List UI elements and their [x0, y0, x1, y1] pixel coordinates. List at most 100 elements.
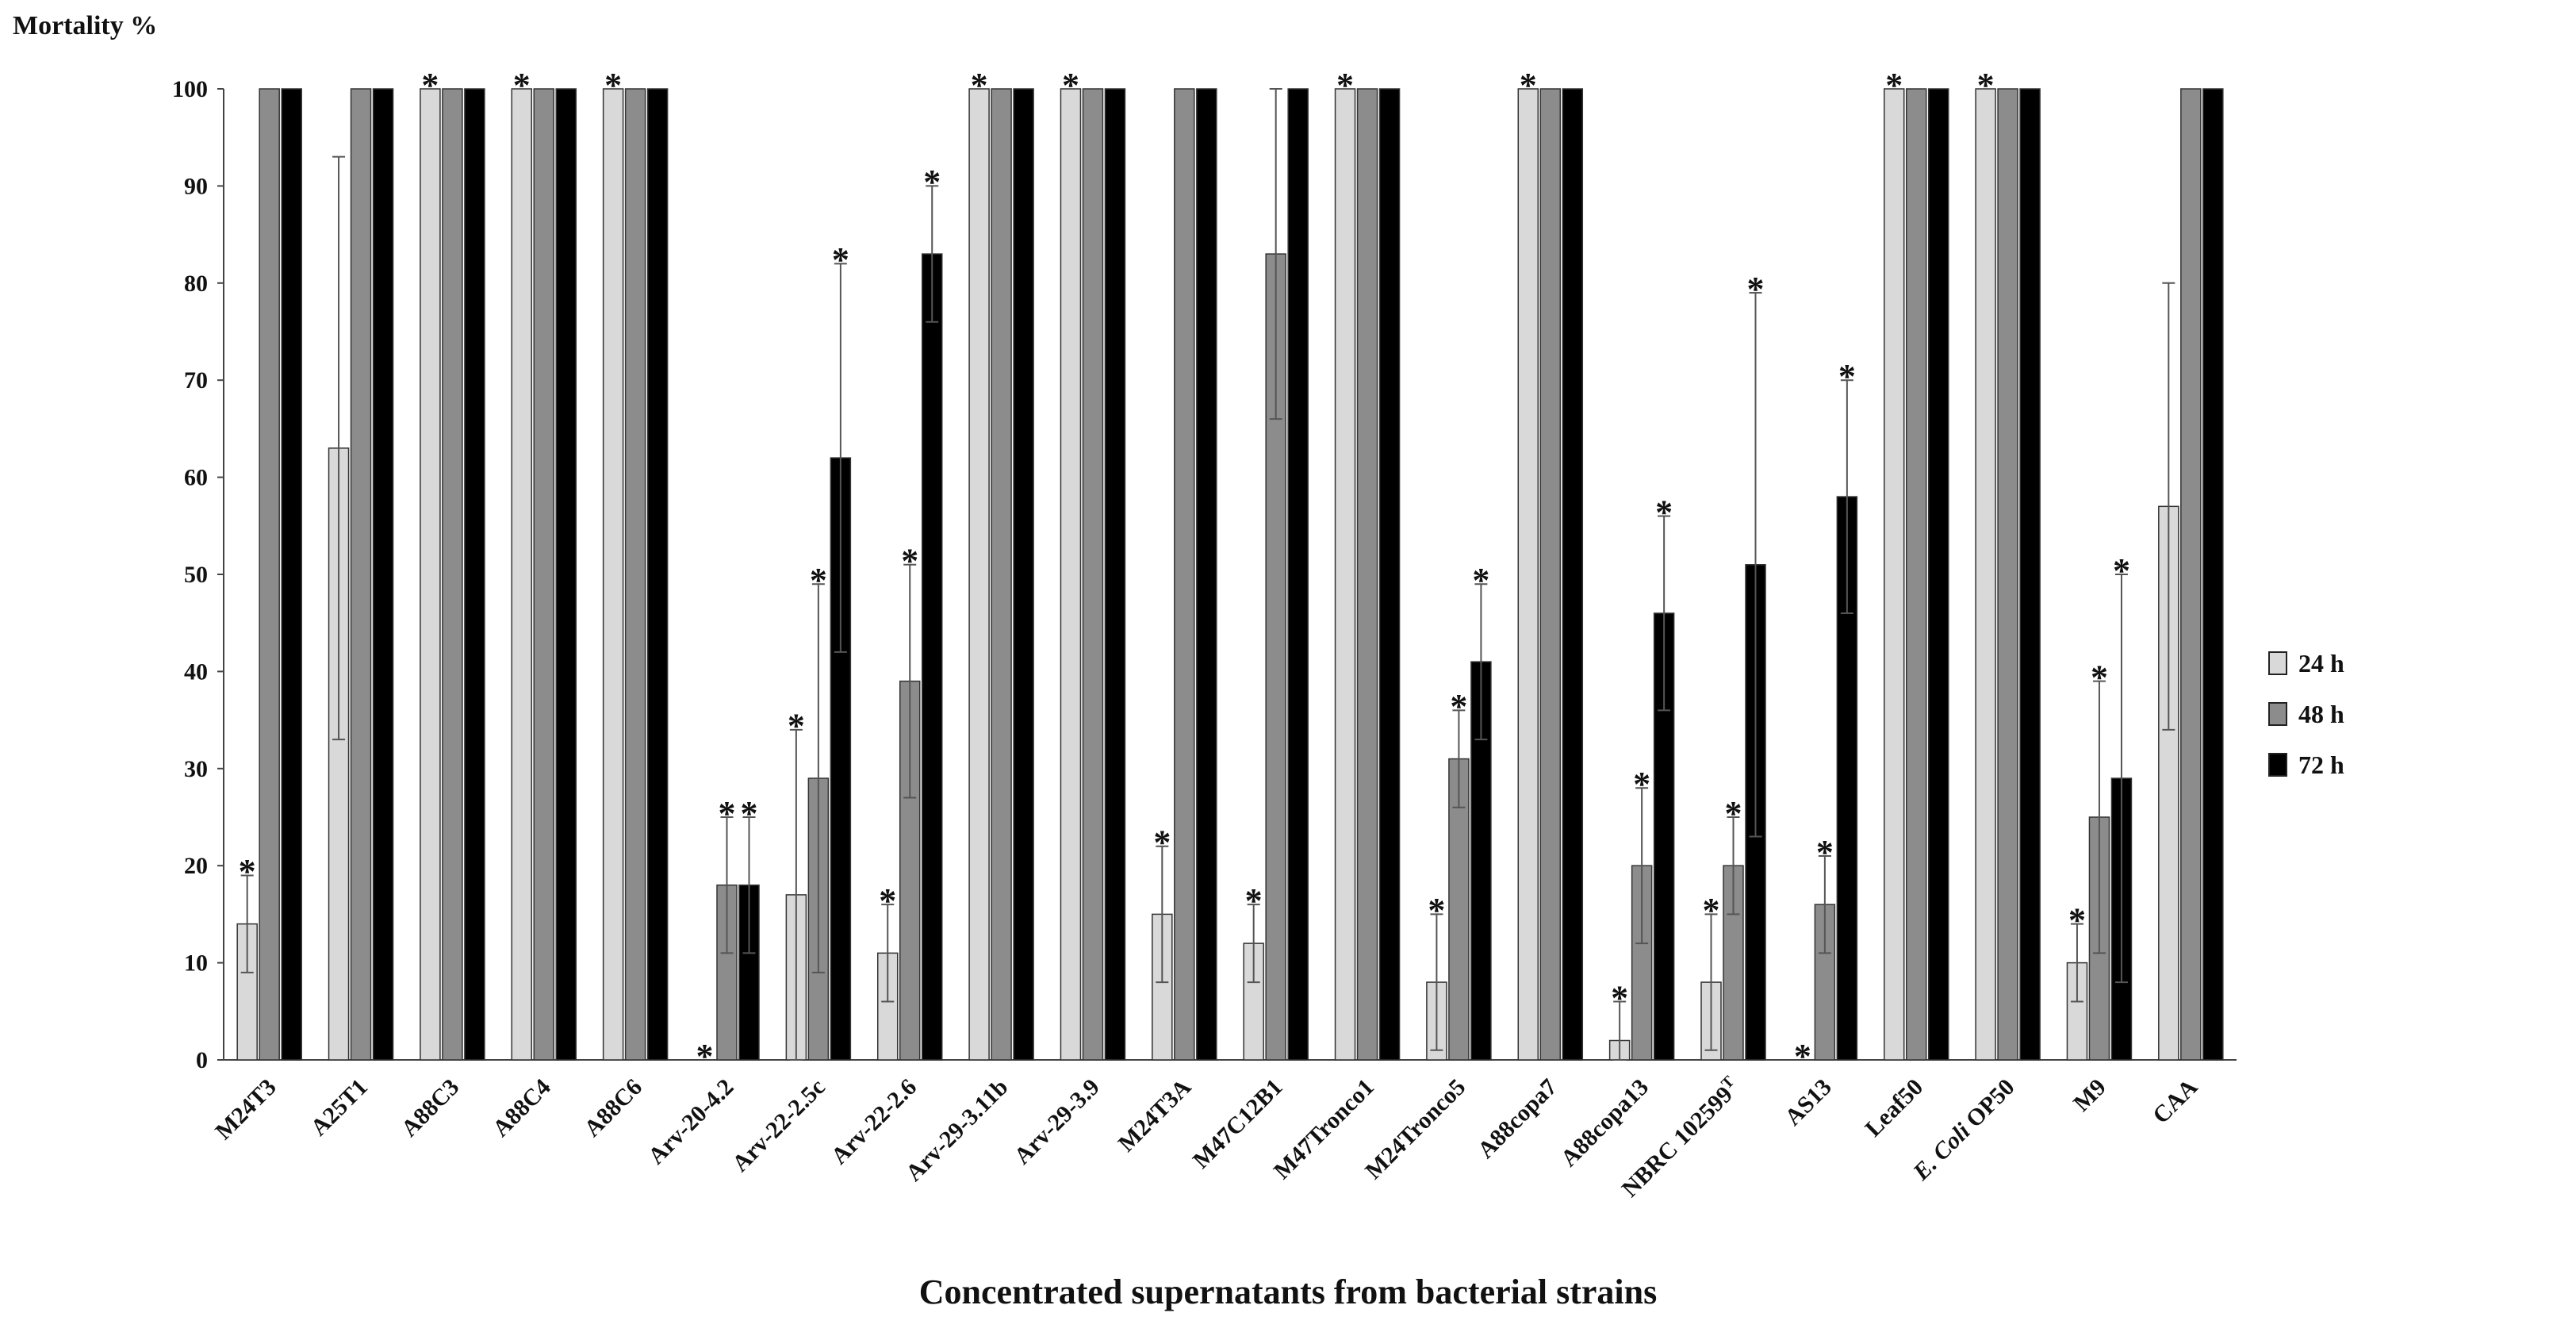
bar-24h-9 — [968, 88, 990, 1061]
category-label: Arv-22-2.5c — [727, 1074, 830, 1177]
bar-48h-15 — [1539, 88, 1562, 1061]
bar-48h-5 — [624, 88, 646, 1061]
bar-48h-13 — [1356, 88, 1378, 1061]
significance-star: * — [2091, 658, 2108, 697]
significance-star: * — [1725, 794, 1742, 833]
significance-star: * — [696, 1037, 714, 1076]
significance-star: * — [1062, 66, 1079, 105]
y-tick-label: 30 — [184, 756, 208, 782]
significance-star: * — [1472, 561, 1489, 600]
bar-48h-9 — [991, 88, 1012, 1061]
bar-24h-20 — [1975, 88, 1996, 1061]
significance-star: * — [1703, 891, 1720, 930]
bar-48h-3 — [442, 88, 463, 1061]
legend-swatch — [2268, 651, 2287, 675]
bar-72h-12 — [1287, 88, 1309, 1061]
legend-label: 48 h — [2298, 699, 2344, 728]
significance-star: * — [2068, 900, 2086, 939]
significance-star: * — [1977, 66, 1995, 105]
y-tick-label: 100 — [172, 76, 208, 102]
category-label: Arv-20-4.2 — [643, 1074, 739, 1170]
significance-star: * — [1885, 66, 1903, 105]
significance-star: * — [1633, 765, 1650, 804]
y-tick-label: 60 — [184, 465, 208, 491]
significance-star: * — [1450, 687, 1467, 726]
significance-star: * — [1245, 881, 1263, 920]
significance-star: * — [741, 794, 758, 833]
significance-star: * — [1428, 891, 1445, 930]
y-tick-label: 10 — [184, 950, 208, 977]
category-label: AS13 — [1780, 1074, 1837, 1131]
category-label: M47C12B1 — [1188, 1074, 1288, 1174]
bar-72h-8 — [921, 253, 943, 1061]
significance-star: * — [513, 66, 531, 105]
significance-star: * — [1153, 823, 1171, 862]
bar-72h-3 — [464, 88, 485, 1061]
bar-72h-1 — [281, 88, 302, 1061]
significance-star: * — [1520, 66, 1537, 105]
bar-48h-19 — [1905, 88, 1927, 1061]
bar-48h-14 — [1448, 758, 1470, 1061]
significance-star: * — [1655, 493, 1673, 532]
y-tick-label: 40 — [184, 658, 208, 685]
legend-label: 24 h — [2298, 648, 2344, 678]
significance-star: * — [239, 852, 256, 891]
legend-item: 48 h — [2268, 697, 2344, 731]
bar-72h-9 — [1013, 88, 1034, 1061]
significance-star: * — [1794, 1037, 1811, 1076]
bar-48h-8 — [899, 680, 921, 1061]
y-tick-label: 70 — [184, 367, 208, 393]
bar-48h-11 — [1174, 88, 1195, 1061]
bar-24h-15 — [1517, 88, 1539, 1061]
significance-star: * — [879, 881, 896, 920]
bar-72h-20 — [2019, 88, 2041, 1061]
bar-48h-22 — [2180, 88, 2202, 1061]
category-label: A88C3 — [397, 1074, 465, 1142]
category-label: A88C4 — [488, 1074, 556, 1142]
bar-72h-5 — [646, 88, 669, 1061]
bar-48h-10 — [1082, 88, 1104, 1061]
significance-star: * — [1611, 978, 1628, 1017]
significance-star: * — [1336, 66, 1354, 105]
category-label: M24T3A — [1114, 1073, 1197, 1157]
bar-72h-11 — [1196, 88, 1217, 1061]
significance-star: * — [1816, 833, 1834, 872]
significance-star: * — [810, 561, 827, 600]
plot-area: 0 10 20 30 40 50 60 70 80 90 100 * M24T3 A25T1 * A88C3 *… — [172, 66, 2237, 1202]
bar-72h-4 — [555, 88, 577, 1061]
bar-48h-1 — [259, 88, 280, 1061]
bar-24h-19 — [1883, 88, 1905, 1061]
legend-item: 24 h — [2268, 647, 2344, 680]
bar-24h-5 — [602, 88, 624, 1061]
bar-24h-3 — [420, 88, 441, 1061]
y-tick-label: 80 — [184, 271, 208, 297]
bar-72h-2 — [372, 88, 394, 1061]
legend-item: 72 h — [2268, 748, 2344, 781]
category-label: A88copa7 — [1473, 1074, 1562, 1164]
category-label: A88C6 — [579, 1074, 647, 1142]
y-tick-label: 0 — [196, 1047, 208, 1073]
bar-72h-13 — [1378, 88, 1401, 1061]
y-tick-label: 90 — [184, 173, 208, 199]
category-label: CAA — [2148, 1073, 2203, 1129]
bar-48h-6 — [716, 884, 738, 1061]
category-label: M24T3 — [210, 1074, 281, 1145]
y-tick-label: 20 — [184, 853, 208, 879]
category-label: A25T1 — [305, 1074, 373, 1142]
y-axis-title: Mortality % — [13, 11, 158, 40]
significance-star: * — [604, 66, 622, 105]
bar-24h-13 — [1334, 88, 1356, 1061]
bar-72h-19 — [1927, 88, 1949, 1061]
bar-72h-22 — [2202, 88, 2224, 1061]
category-label: Arv-22-2.6 — [826, 1074, 922, 1170]
significance-star: * — [1838, 357, 1856, 396]
significance-star: * — [719, 794, 736, 833]
y-tick-label: 50 — [184, 562, 208, 588]
bar-72h-15 — [1562, 88, 1584, 1061]
legend-swatch — [2268, 753, 2287, 777]
bar-48h-2 — [350, 88, 372, 1061]
legend-label: 72 h — [2298, 750, 2344, 779]
category-label: M9 — [2068, 1074, 2111, 1117]
significance-star: * — [421, 66, 439, 105]
